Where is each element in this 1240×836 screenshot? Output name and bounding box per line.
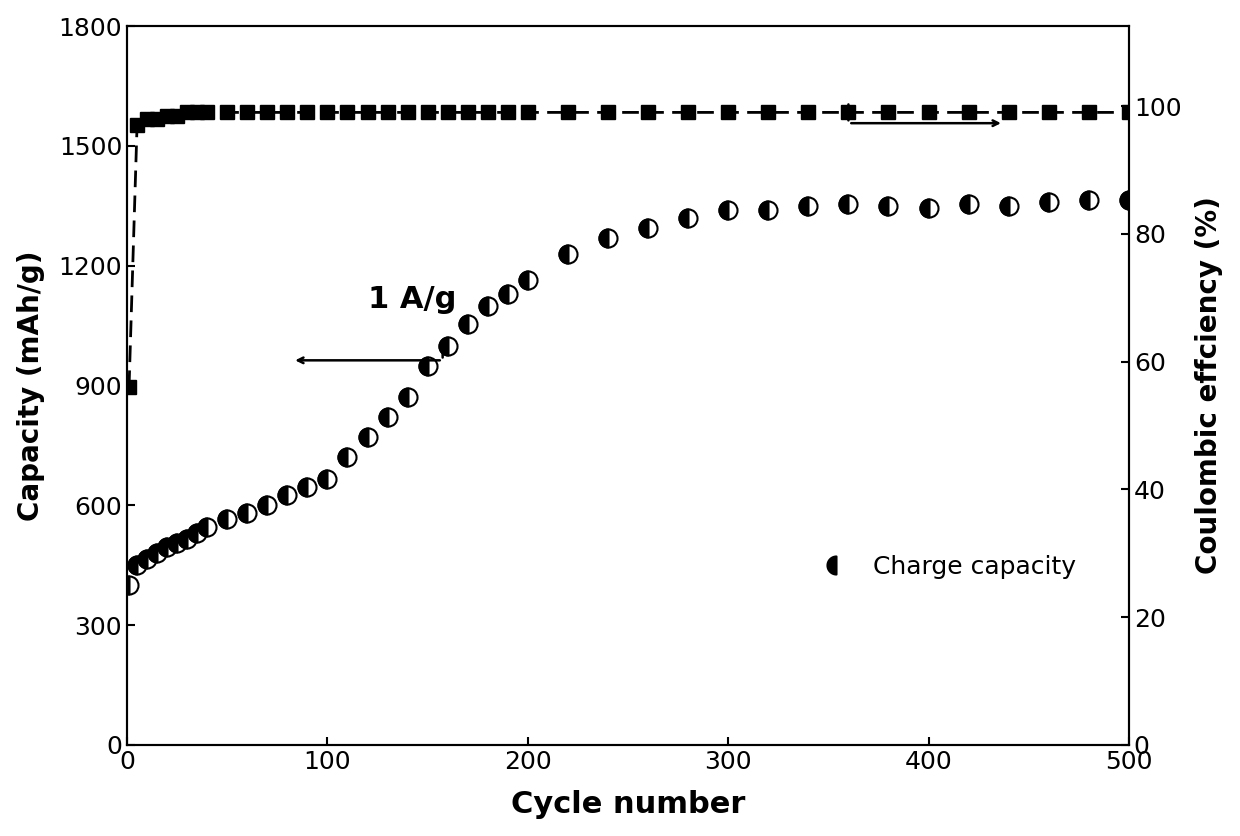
Text: 1 A/g: 1 A/g xyxy=(368,285,456,314)
X-axis label: Cycle number: Cycle number xyxy=(511,790,745,819)
Y-axis label: Coulombic effciency (%): Coulombic effciency (%) xyxy=(1195,196,1224,574)
Y-axis label: Capacity (mAh/g): Capacity (mAh/g) xyxy=(16,250,45,521)
Legend: Charge capacity: Charge capacity xyxy=(801,544,1086,589)
